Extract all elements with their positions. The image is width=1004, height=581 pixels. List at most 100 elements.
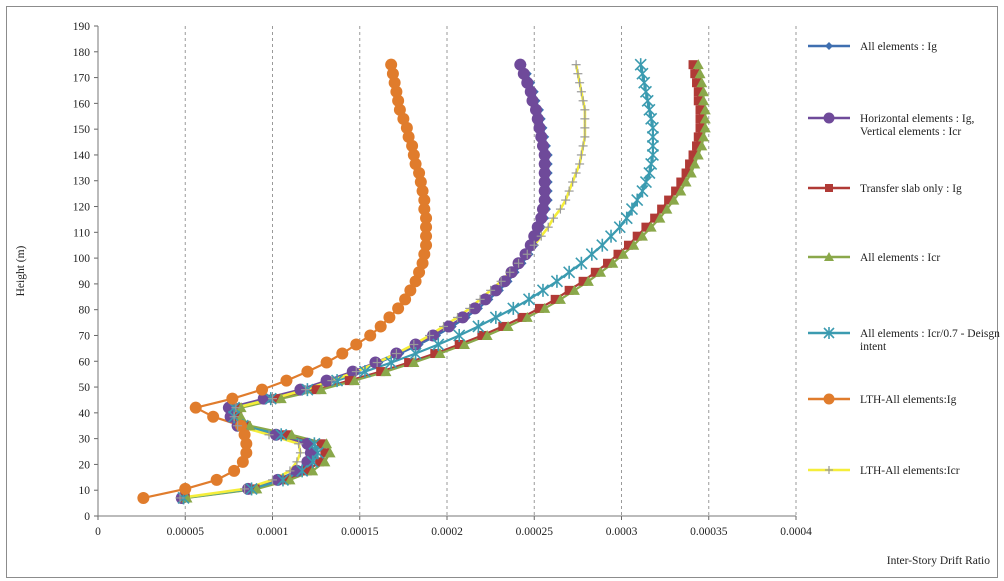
data-point [685, 159, 695, 169]
data-point [432, 338, 445, 351]
data-point [296, 464, 309, 478]
data-point [336, 347, 349, 360]
data-point [688, 150, 698, 160]
data-point [536, 139, 549, 152]
data-point [231, 403, 241, 413]
legend-item-1: All elements : Ig [808, 41, 937, 53]
data-point [320, 356, 333, 369]
data-point [514, 258, 524, 268]
data-point [386, 67, 399, 80]
data-point [695, 114, 705, 124]
data-point [286, 429, 298, 440]
data-point [409, 275, 422, 288]
data-point [420, 230, 433, 243]
data-point [413, 266, 426, 279]
data-point [301, 365, 314, 378]
data-point [285, 466, 295, 476]
legend-label-line: All elements : Icr/0.7 - Deisgn [860, 328, 1000, 340]
data-point [505, 267, 515, 277]
data-point [320, 374, 333, 387]
data-point [564, 186, 574, 196]
data-point [236, 455, 249, 468]
data-point [538, 148, 551, 161]
data-point [522, 249, 532, 259]
data-point [235, 402, 247, 413]
data-point [418, 194, 431, 207]
data-point [580, 132, 590, 142]
data-point [538, 185, 551, 198]
data-point [235, 411, 247, 422]
series-markers [137, 58, 711, 505]
data-point [442, 320, 455, 333]
data-point [475, 294, 485, 304]
data-point [578, 141, 588, 151]
data-point [391, 349, 401, 359]
data-point [292, 457, 302, 467]
data-point [276, 473, 290, 487]
data-point [321, 438, 333, 449]
data-point [404, 284, 417, 297]
data-point [420, 212, 433, 225]
data-point [179, 482, 192, 495]
data-point [137, 491, 150, 504]
data-point [613, 220, 626, 234]
data-point [575, 78, 585, 88]
data-point [692, 59, 704, 70]
data-point [454, 340, 464, 349]
data-point [571, 168, 581, 178]
data-point [409, 157, 422, 170]
legend-item-3: Transfer slab only : Ig [808, 183, 962, 195]
data-point [517, 67, 530, 80]
data-point [517, 312, 527, 322]
y-tick-label: 100 [73, 253, 91, 265]
y-tick-label: 140 [73, 150, 91, 162]
legend-label-line: All elements : Ig [860, 41, 937, 53]
legend-label: All elements : Icr [860, 252, 940, 264]
data-point [568, 284, 580, 295]
legend: All elements : Ig Horizontal elements : I… [808, 41, 1000, 477]
legend-label: LTH-All elements:Icr [860, 465, 960, 477]
series-markers-5 [177, 58, 659, 505]
legend-swatch-marker [823, 112, 835, 124]
series-markers-2 [175, 58, 551, 504]
data-point [302, 466, 312, 476]
data-point [695, 123, 705, 133]
y-tick-label: 180 [73, 47, 91, 59]
axes [94, 25, 797, 520]
x-tick-labels: 0 0.00005 0.0001 0.00015 0.0002 0.00025 0.0003… [95, 526, 812, 538]
y-tick-label: 110 [73, 227, 90, 239]
data-point [571, 60, 581, 70]
data-point [582, 275, 594, 286]
data-point [693, 87, 703, 97]
data-point [603, 258, 613, 268]
data-point [416, 185, 429, 198]
data-point [275, 428, 288, 442]
data-point [472, 319, 485, 333]
data-point [534, 303, 544, 313]
data-point [327, 376, 337, 386]
data-point [698, 131, 710, 142]
data-point [613, 249, 623, 259]
legend-item-4: All elements : Icr [808, 252, 940, 264]
data-point [413, 167, 426, 179]
data-point [628, 239, 640, 250]
data-point [696, 140, 708, 151]
data-point [698, 86, 710, 97]
data-point [264, 430, 274, 440]
x-tick-label: 0.00035 [690, 526, 728, 538]
legend-label: Horizontal elements : Ig, Vertical elemen… [860, 113, 974, 138]
data-point [275, 393, 287, 404]
data-point [344, 376, 354, 386]
data-point [407, 148, 420, 161]
data-point [319, 456, 331, 467]
data-point [301, 385, 311, 395]
x-tick-label: 0.00025 [516, 526, 554, 538]
data-point [554, 293, 566, 304]
data-point [226, 392, 239, 405]
data-point [388, 76, 401, 89]
legend-label: All elements : Icr/0.7 - Deisgn intent [860, 328, 1000, 353]
legend-item-6: LTH-All elements:Ig [808, 393, 957, 406]
data-point [529, 103, 542, 116]
data-point [636, 230, 648, 241]
data-point [425, 330, 435, 340]
